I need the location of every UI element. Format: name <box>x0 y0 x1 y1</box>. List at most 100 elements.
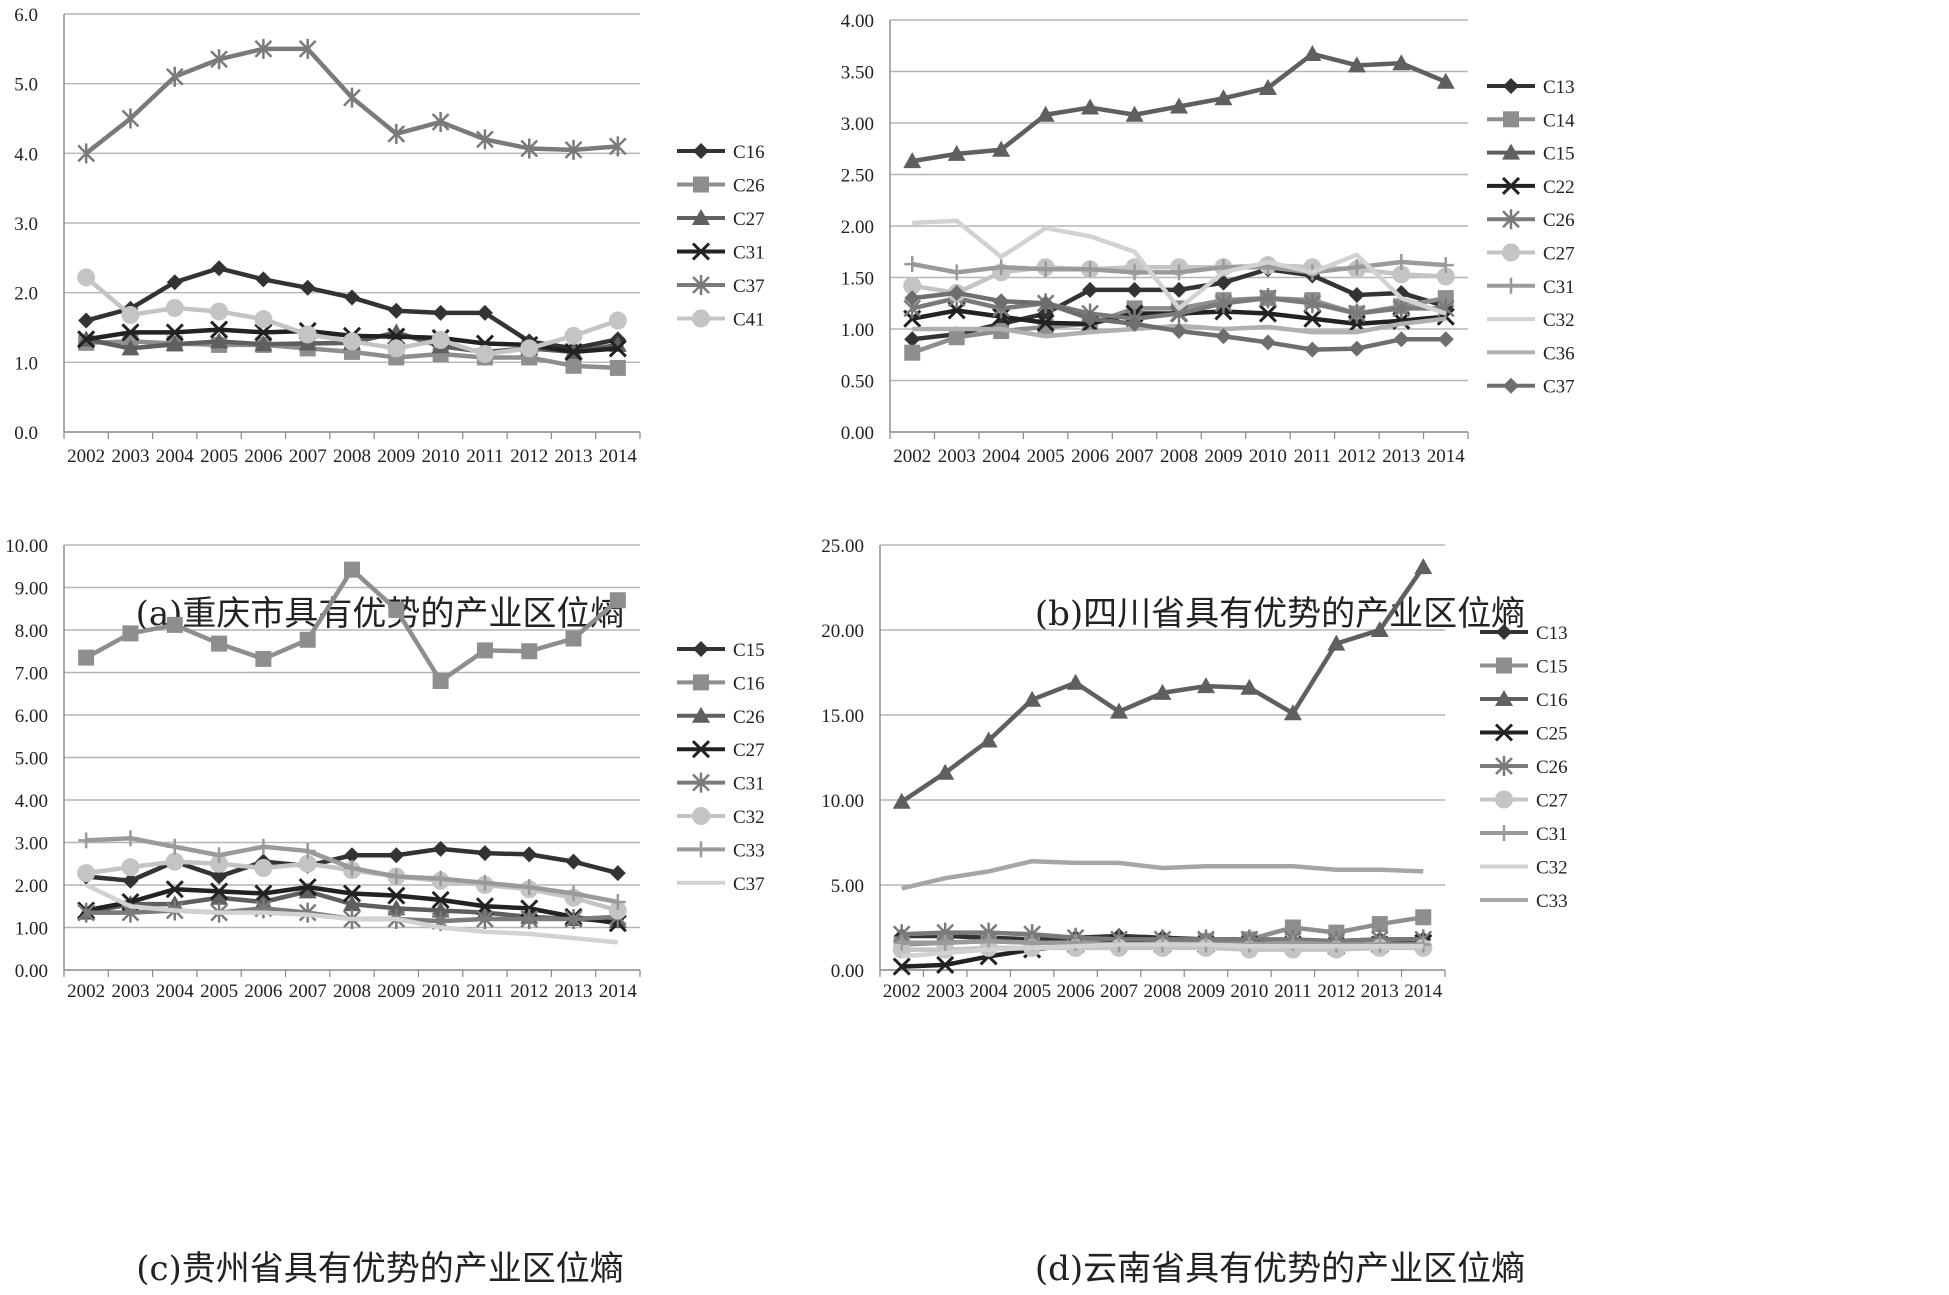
data-point <box>344 847 360 864</box>
legend-label: C36 <box>1543 343 1575 364</box>
legend-label: C26 <box>1536 757 1568 778</box>
data-point <box>77 268 96 287</box>
legend-marker <box>692 807 710 825</box>
data-point <box>432 870 449 887</box>
legend-label: C37 <box>733 276 765 297</box>
data-point <box>1303 44 1322 61</box>
data-point <box>298 882 317 899</box>
data-point <box>904 344 921 361</box>
data-point <box>254 884 273 903</box>
legend-label: C16 <box>1536 690 1568 711</box>
x-tick-label: 2002 <box>883 981 921 1002</box>
chart-caption-a: (a)重庆市具有优势的产业区位熵 <box>135 594 625 634</box>
data-point <box>344 289 360 306</box>
data-point <box>1082 310 1099 327</box>
x-tick-label: 2011 <box>1274 981 1311 1002</box>
y-tick-label: 3.0 <box>14 214 38 235</box>
y-tick-label: 1.00 <box>15 919 48 940</box>
data-point <box>388 868 405 885</box>
data-point <box>387 886 406 905</box>
chart-panel-a: 0.0 1.0 2.0 3.0 4.0 5.0 6.0 2002 2003 2004 2005 200… <box>0 0 800 648</box>
legend-label: C31 <box>733 774 765 795</box>
data-point <box>210 888 229 905</box>
legend-marker <box>1502 143 1520 160</box>
data-point <box>904 256 921 273</box>
data-point <box>1196 677 1215 694</box>
data-point <box>1437 257 1454 274</box>
y-tick-label: 4.00 <box>15 791 48 812</box>
data-point <box>1240 678 1259 695</box>
legend-item: C31 <box>677 242 765 264</box>
legend-marker <box>692 706 710 723</box>
y-tick-label: 1.50 <box>841 269 874 290</box>
legend-marker <box>693 641 709 657</box>
data-point <box>166 838 183 855</box>
y-tick-label: 4.0 <box>14 144 38 165</box>
data-point <box>77 864 96 883</box>
data-point <box>1215 274 1232 291</box>
y-tick-label: 2.00 <box>15 876 48 897</box>
data-point <box>608 136 627 157</box>
data-point <box>948 329 965 346</box>
data-point <box>1259 288 1277 309</box>
chart-panel-d: 0.00 5.00 10.00 15.00 20.00 25.00 2002 2003 2004… <box>800 536 1949 1295</box>
x-tick-label: 2002 <box>67 446 105 467</box>
data-point <box>431 901 450 918</box>
data-point <box>211 260 228 277</box>
legend-label: C31 <box>1543 277 1575 298</box>
data-point <box>1170 97 1188 114</box>
y-tick-label: 6.0 <box>14 5 38 26</box>
data-point <box>121 323 140 342</box>
data-point <box>388 601 405 618</box>
data-point <box>1392 54 1411 71</box>
data-point <box>77 143 96 164</box>
legend-label: C13 <box>1543 77 1575 98</box>
legend-marker <box>1496 825 1512 841</box>
data-point <box>432 304 449 321</box>
legend-item: C36 <box>1487 343 1575 364</box>
data-point <box>476 874 493 891</box>
legend-label: C27 <box>733 740 765 761</box>
chart-svg-a: 0.0 1.0 2.0 3.0 4.0 5.0 6.0 2002 2003 2004 2005 200… <box>14 5 765 467</box>
x-tick-label: 2010 <box>422 446 460 467</box>
legend-item: C37 <box>677 874 765 895</box>
y-tick-label: 1.00 <box>841 320 874 341</box>
data-point <box>1023 690 1042 707</box>
data-point <box>299 279 316 296</box>
data-point <box>476 845 493 862</box>
data-point <box>1036 105 1055 122</box>
legend-item: C33 <box>677 840 765 861</box>
y-tick-label: 0.50 <box>841 372 874 393</box>
data-point <box>210 302 229 321</box>
data-point <box>1126 264 1143 281</box>
legend-item: C22 <box>1487 176 1575 198</box>
x-tick-label: 2006 <box>1057 981 1095 1002</box>
legend-label: C27 <box>1536 791 1568 812</box>
series-c32 <box>912 218 1447 316</box>
data-point <box>609 865 626 882</box>
y-tick-label: 3.50 <box>841 63 874 84</box>
data-point <box>210 320 229 339</box>
data-point <box>903 276 922 295</box>
legend-item: C32 <box>1480 858 1568 879</box>
data-point <box>1415 909 1432 926</box>
data-point <box>1126 281 1143 298</box>
series-c16 <box>78 561 626 689</box>
data-point <box>1393 254 1410 271</box>
data-point <box>1081 98 1100 115</box>
legend-marker <box>692 209 710 225</box>
y-tick-label: 15.00 <box>821 706 864 727</box>
data-point <box>904 290 921 307</box>
x-tick-label: 2009 <box>1187 981 1225 1002</box>
legend-item: C31 <box>1480 824 1568 845</box>
data-point <box>78 832 95 849</box>
legend-item: C16 <box>1480 690 1568 711</box>
data-point <box>475 344 494 363</box>
data-point <box>165 323 184 342</box>
data-point <box>298 38 317 59</box>
legend-marker <box>1503 111 1519 128</box>
data-point <box>210 882 229 901</box>
y-tick-label: 0.0 <box>14 423 38 444</box>
y-tick-label: 9.00 <box>15 579 48 600</box>
series-c33 <box>78 830 626 910</box>
